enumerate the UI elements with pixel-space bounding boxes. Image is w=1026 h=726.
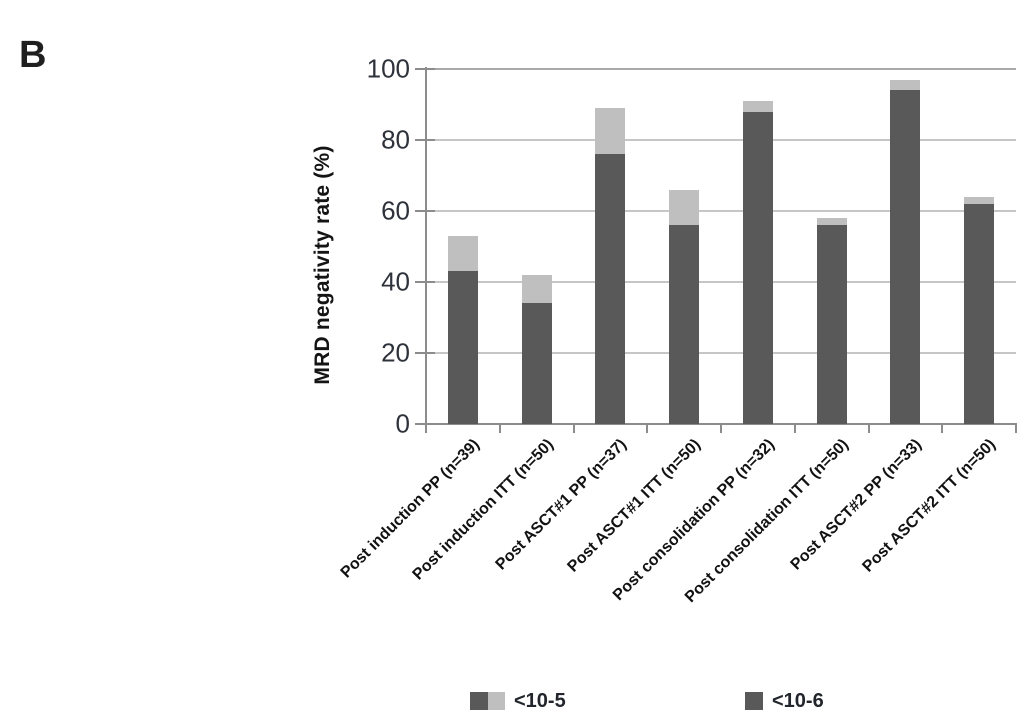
x-axis-tick bbox=[793, 424, 796, 433]
bar-segment-lt10-6 bbox=[669, 225, 700, 424]
legend-item-lt10-5: <10-5 bbox=[470, 691, 566, 711]
x-category-label: Post induction ITT (n=50) bbox=[409, 436, 557, 584]
x-axis-tick bbox=[498, 424, 501, 433]
bar-segment-lt10-5 bbox=[964, 196, 995, 204]
x-category-label: Post induction PP (n=39) bbox=[337, 436, 483, 582]
y-axis-tick bbox=[415, 281, 435, 283]
y-tick-label: 80 bbox=[381, 124, 410, 155]
x-axis-tick bbox=[425, 424, 427, 433]
y-axis-tick bbox=[415, 210, 435, 212]
bar-segment-lt10-5 bbox=[447, 235, 478, 272]
legend-label-lt10-6: <10-6 bbox=[772, 690, 824, 712]
gridline-40 bbox=[426, 281, 1016, 283]
x-category-label: Post consolidation PP (n=32) bbox=[609, 436, 778, 605]
legend-color-chip-icon bbox=[470, 692, 488, 710]
legend-swatch-lt10-5-icon bbox=[470, 692, 505, 710]
bar-segment-lt10-6 bbox=[742, 111, 773, 424]
x-axis-tick bbox=[941, 424, 944, 433]
bar-segment-lt10-5 bbox=[595, 108, 626, 155]
y-axis-line bbox=[425, 67, 427, 425]
bar-segment-lt10-6 bbox=[890, 90, 921, 424]
gridline-60 bbox=[426, 210, 1016, 212]
x-category-label: Post ASCT#2 ITT (n=50) bbox=[859, 436, 1000, 576]
y-tick-label: 40 bbox=[381, 266, 410, 297]
x-category-label: Post ASCT#2 PP (n=33) bbox=[787, 436, 926, 574]
y-axis-tick bbox=[415, 139, 435, 141]
bar-segment-lt10-5 bbox=[816, 218, 847, 226]
x-axis-tick bbox=[1015, 424, 1017, 433]
bar-segment-lt10-5 bbox=[669, 189, 700, 226]
y-tick-label: 60 bbox=[381, 195, 410, 226]
bar-segment-lt10-6 bbox=[964, 203, 995, 424]
bar-segment-lt10-6 bbox=[447, 271, 478, 424]
bar-segment-lt10-6 bbox=[521, 303, 552, 424]
x-axis-tick bbox=[867, 424, 870, 433]
legend-color-chip-icon bbox=[745, 692, 763, 710]
x-category-label: Post ASCT#1 PP (n=37) bbox=[492, 436, 631, 574]
y-tick-label: 100 bbox=[366, 53, 410, 84]
legend-color-chip-icon bbox=[488, 692, 505, 710]
x-category-label: Post consolidation ITT (n=50) bbox=[681, 436, 852, 607]
legend-label-lt10-5: <10-5 bbox=[514, 690, 566, 712]
x-axis-tick bbox=[720, 424, 722, 433]
x-category-label: Post ASCT#1 ITT (n=50) bbox=[564, 436, 705, 576]
gridline-100 bbox=[426, 68, 1016, 70]
bar-segment-lt10-5 bbox=[890, 79, 921, 91]
y-axis-tick bbox=[415, 352, 435, 354]
y-axis-tick bbox=[415, 68, 435, 70]
y-tick-label: 20 bbox=[381, 337, 410, 368]
panel-label: B bbox=[19, 34, 47, 76]
x-axis-tick bbox=[572, 424, 575, 433]
legend-item-lt10-6: <10-6 bbox=[745, 691, 824, 711]
bar-segment-lt10-5 bbox=[742, 100, 773, 112]
bar-segment-lt10-5 bbox=[521, 274, 552, 304]
y-axis-title: MRD negativity rate (%) bbox=[311, 145, 334, 385]
y-tick-label: 0 bbox=[395, 408, 410, 439]
x-axis-tick bbox=[646, 424, 649, 433]
gridline-20 bbox=[426, 352, 1016, 354]
legend-swatch-lt10-6-icon bbox=[745, 692, 763, 710]
bar-segment-lt10-6 bbox=[816, 225, 847, 424]
gridline-80 bbox=[426, 139, 1016, 141]
bar-segment-lt10-6 bbox=[595, 154, 626, 424]
